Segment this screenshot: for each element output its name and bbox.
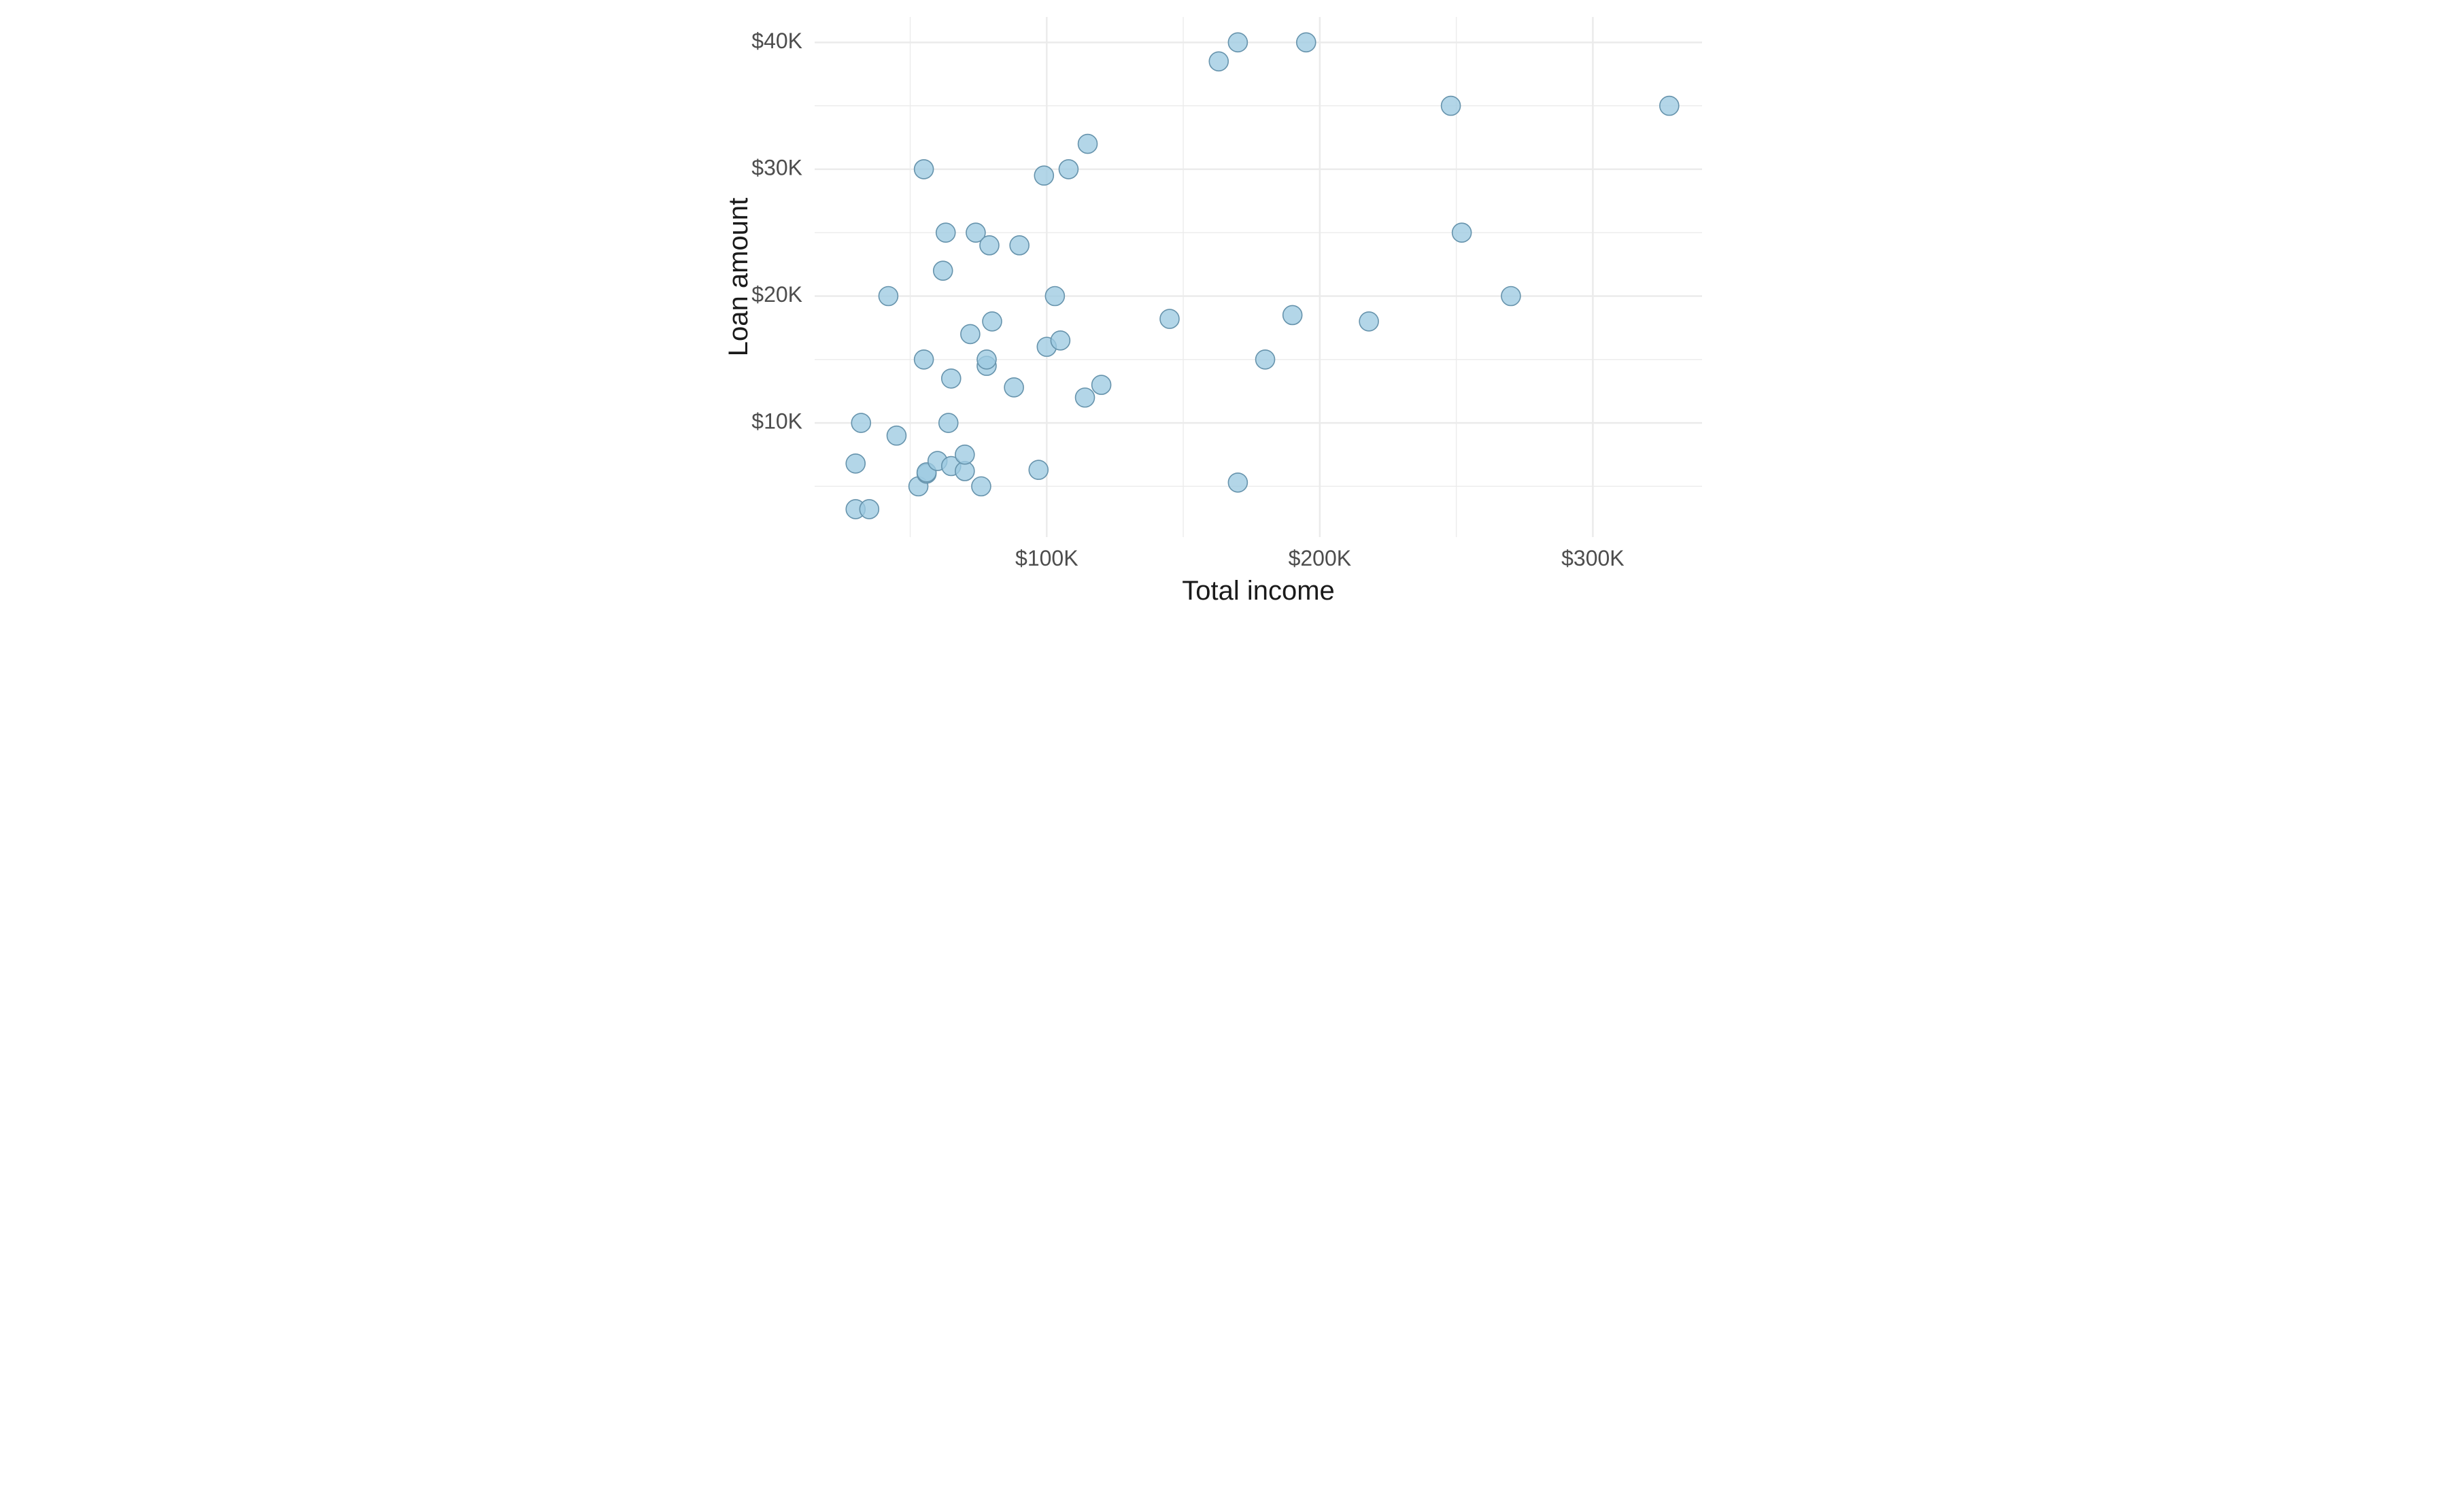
data-point [1029, 460, 1048, 479]
data-point [1075, 388, 1094, 407]
data-point [1051, 331, 1070, 350]
data-point [1359, 312, 1378, 331]
y-tick-label: $40K [751, 29, 802, 53]
data-point [914, 350, 933, 369]
data-point [1296, 33, 1315, 52]
y-axis-title: Loan amount [724, 198, 753, 357]
scatter-chart: $100K $200K $300K $10K $20K $30K $40K Total inc… [723, 0, 1726, 619]
data-point [976, 350, 996, 369]
data-point [1091, 375, 1110, 394]
data-point [1078, 135, 1097, 154]
data-point [846, 454, 865, 473]
data-point [983, 312, 1002, 331]
data-point [1228, 33, 1247, 52]
data-point [1059, 160, 1078, 179]
data-point [938, 413, 957, 432]
data-point [1004, 378, 1023, 397]
x-tick-label: $100K [1015, 546, 1078, 570]
data-point [1452, 223, 1471, 242]
data-point [979, 236, 998, 255]
data-point [1160, 309, 1179, 328]
data-point [933, 261, 952, 280]
data-point [1282, 305, 1302, 324]
data-point [1010, 236, 1029, 255]
data-point [936, 223, 955, 242]
data-point [971, 477, 990, 496]
data-point [1501, 286, 1520, 305]
data-point [851, 413, 870, 432]
data-point [887, 426, 906, 445]
data-point [914, 160, 933, 179]
data-point [1255, 350, 1274, 369]
data-point [1441, 97, 1460, 116]
data-point [1045, 286, 1064, 305]
data-point [1209, 52, 1228, 71]
data-point [960, 324, 979, 343]
x-axis-title: Total income [1182, 576, 1335, 606]
x-tick-label: $300K [1561, 546, 1625, 570]
data-point [879, 286, 898, 305]
data-point [860, 500, 879, 519]
data-point [941, 369, 960, 388]
x-tick-label: $200K [1288, 546, 1351, 570]
y-tick-label: $30K [751, 155, 802, 179]
y-tick-label: $20K [751, 282, 802, 307]
data-point [1659, 97, 1678, 116]
chart-svg: $100K $200K $300K $10K $20K $30K $40K Total inc… [723, 0, 1726, 619]
y-tick-label: $10K [751, 409, 802, 434]
data-point [1034, 166, 1053, 185]
data-point [955, 445, 974, 464]
data-point [1228, 473, 1247, 492]
